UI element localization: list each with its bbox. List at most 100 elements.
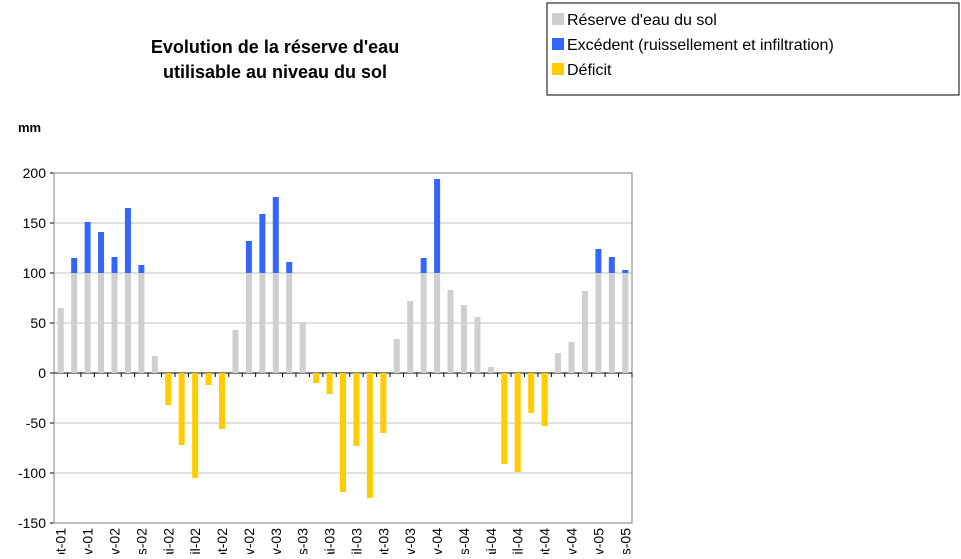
bar [595,273,602,373]
bar [608,273,615,373]
legend-label: Déficit [567,62,612,79]
legend-swatch [552,63,564,75]
x-tick-label: nov-01 [80,528,96,554]
bar [420,258,427,273]
bar [84,222,91,273]
bar [272,273,279,373]
bar [608,257,615,273]
bar [111,257,118,273]
bar [622,273,629,373]
bar [622,270,629,273]
plot-border [53,172,633,524]
x-tick-label: juil-03 [348,528,364,554]
legend-swatch [552,13,564,25]
bar [98,273,105,373]
bar [568,342,575,373]
legend-swatch [552,38,564,50]
bar [245,273,252,373]
y-tick-label: 50 [30,315,46,331]
bar [57,308,64,373]
x-tick-label: nov-03 [402,528,418,554]
bar [178,373,185,445]
y-tick-label: -50 [26,415,46,431]
bar [528,373,535,413]
y-tick-label: -150 [18,515,46,531]
x-tick-label: mai-04 [483,528,499,554]
bar [124,273,131,373]
bar [555,353,562,373]
x-tick-label: mai-02 [160,528,176,554]
x-tick-label: juil-02 [187,528,203,554]
x-tick-label: sept-04 [537,528,553,554]
legend-label: Excédent (ruissellement et infiltration) [567,37,834,54]
bar [71,273,78,373]
bar [84,273,91,373]
x-tick-label: sept-02 [214,528,230,554]
bar [286,273,293,373]
bar [460,305,467,373]
x-tick-label: juil-04 [510,528,526,554]
bar [581,291,588,373]
legend-label: Réserve d'eau du sol [567,12,717,29]
y-axis-label: mm [18,120,41,135]
x-tick-label: nov-04 [564,528,580,554]
y-tick-label: 150 [23,215,47,231]
chart-title: Evolution de la réserve d'eau [151,37,399,57]
x-tick-label: mars-05 [617,528,633,554]
x-tick-label: mars-03 [295,528,311,554]
bar [366,373,373,498]
bar [111,273,118,373]
bar [487,367,494,373]
bar [434,273,441,373]
bar [313,373,320,383]
bar [420,273,427,373]
bar [299,322,306,373]
x-tick-label: sept-03 [375,528,391,554]
bar [192,373,199,478]
bar [326,373,333,394]
bar [259,273,266,373]
bar [447,290,454,373]
x-tick-label: nov-02 [241,528,257,554]
legend-box [546,2,960,96]
y-tick-label: 0 [38,365,46,381]
bar [380,373,387,433]
bar [219,373,226,429]
bar [151,356,158,373]
bar [71,258,78,273]
bar [259,214,266,273]
bar [407,301,414,373]
x-tick-label: mars-04 [456,528,472,554]
bar [232,330,239,373]
bar [205,373,212,385]
x-tick-label: janv-04 [429,528,445,554]
chart-title: utilisable au niveau du sol [163,62,387,82]
bar [434,179,441,273]
bar [138,265,145,273]
bar [138,273,145,373]
bar [286,262,293,273]
bar [541,373,548,426]
y-tick-label: 200 [23,165,47,181]
y-tick-label: 100 [23,265,47,281]
bar [501,373,508,464]
x-tick-label: janv-03 [268,528,284,554]
bar [98,232,105,273]
y-tick-label: -100 [18,465,46,481]
x-tick-label: mai-03 [322,528,338,554]
bar [272,197,279,273]
bar [595,249,602,273]
x-tick-label: sept-01 [53,528,69,554]
bar [393,339,400,373]
bar [245,241,252,273]
x-tick-label: mars-02 [133,528,149,554]
bar [353,373,360,446]
bar [474,317,481,373]
bar [124,208,131,273]
x-tick-label: janv-02 [106,528,122,554]
bar [340,373,346,492]
bar [165,373,172,405]
x-tick-label: janv-05 [590,528,606,554]
bar [514,373,521,472]
